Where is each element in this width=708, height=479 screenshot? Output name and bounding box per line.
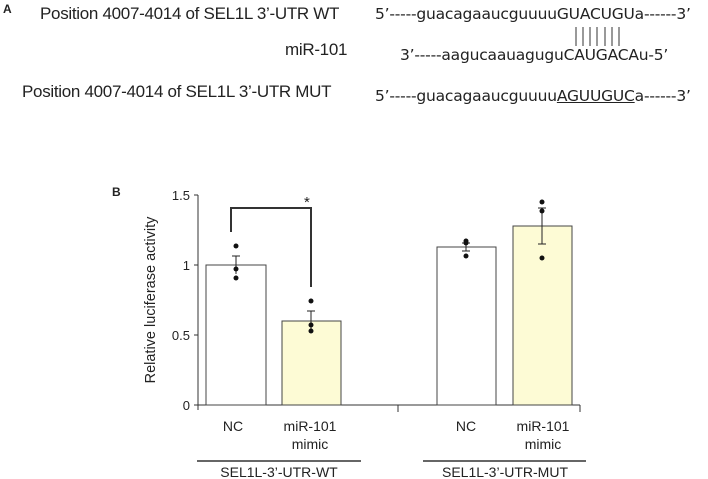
mut-position-label: Position 4007-4014 of SEL1L 3’-UTR MUT (22, 82, 332, 101)
x-label-wt-nc: NC (223, 418, 243, 434)
bar-mut-nc (436, 246, 497, 406)
x-label-mut-nc: NC (456, 418, 476, 434)
bar-wt-mimic (281, 320, 342, 406)
wt-seq-suffix: a------3’ (634, 5, 691, 23)
mut-seq-site: AGUUGUC (556, 87, 635, 105)
y-axis-label: Relative luciferase activity (143, 216, 159, 384)
base-pairing-lines (575, 27, 620, 46)
y-ticks (194, 194, 198, 406)
error-bars (232, 207, 546, 331)
mut-seq-suffix: a------3’ (634, 87, 691, 105)
x-label-wt-mimic-line2: mimic (292, 436, 329, 452)
bar-mut-mimic (512, 225, 573, 406)
wt-seq-prefix: 5’-----guacagaaucguuuu (375, 5, 557, 23)
significance-star: * (304, 194, 310, 211)
panel-a-label: A (3, 2, 12, 16)
group-label-mut: SEL1L-3’-UTR-MUT (442, 464, 568, 479)
mir-seq-suffix: u-5’ (638, 46, 669, 64)
bar-wt-nc (205, 264, 267, 406)
mir-seq-site: CAUGACA (563, 46, 639, 64)
wt-sequence: 5’-----guacagaaucguuuuGUACUGUa------3’ (375, 5, 691, 23)
group-label-wt: SEL1L-3’-UTR-WT (220, 464, 338, 479)
panel-b-label: B (112, 185, 121, 199)
mir101-sequence: 3’-----aagucaauaguguCAUGACAu-5’ (400, 46, 668, 64)
x-label-mut-mimic-line2: mimic (525, 436, 562, 452)
y-tick-0: 0 (183, 398, 190, 413)
y-tick-1.5: 1.5 (172, 188, 190, 203)
mir101-label: miR-101 (285, 40, 348, 59)
y-tick-1: 1 (183, 258, 190, 273)
mir-seq-prefix: 3’-----aagucaauagugu (400, 46, 564, 64)
wt-position-label: Position 4007-4014 of SEL1L 3’-UTR WT (40, 4, 340, 23)
significance-bracket (230, 207, 312, 287)
wt-seq-site: GUACUGU (556, 5, 635, 23)
x-label-mut-mimic-line1: miR-101 (517, 418, 570, 434)
x-label-wt-mimic-line1: miR-101 (284, 418, 337, 434)
data-points (233, 199, 545, 334)
mut-sequence: 5’-----guacagaaucguuuuAGUUGUCa------3’ (375, 87, 691, 105)
y-tick-0.5: 0.5 (172, 328, 190, 343)
mut-seq-prefix: 5’-----guacagaaucguuuu (375, 87, 557, 105)
